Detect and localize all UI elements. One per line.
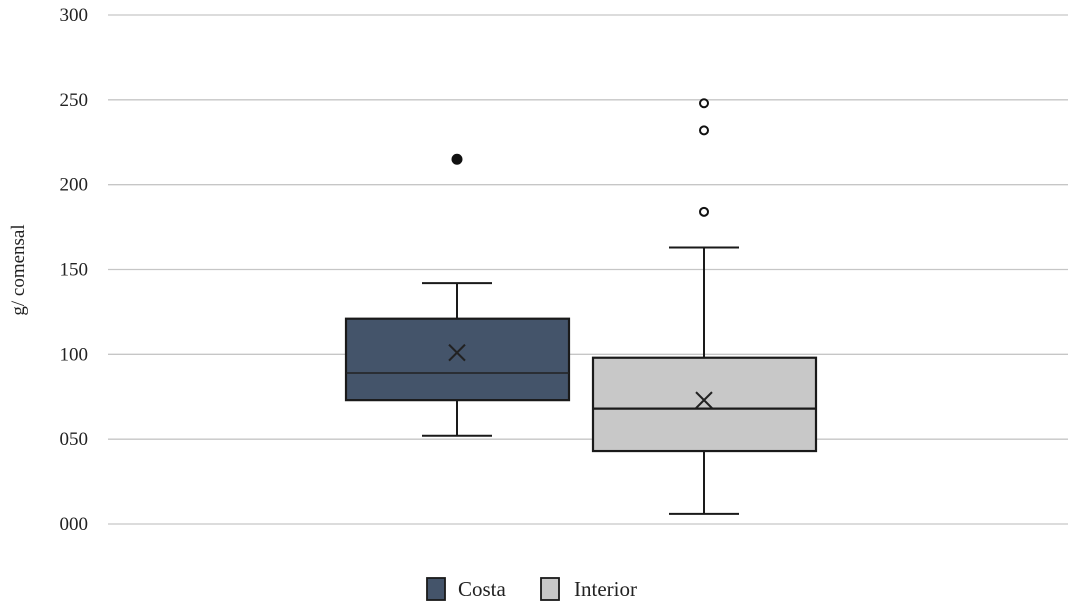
mean-marker — [695, 391, 713, 409]
iqr-box — [591, 356, 818, 453]
outlier-point — [451, 153, 463, 165]
legend: Costa Interior — [426, 577, 637, 601]
outlier-point — [699, 98, 709, 109]
box-interior — [591, 98, 818, 515]
y-tick-label: 050 — [60, 429, 89, 450]
y-axis-label: g/ comensal — [8, 224, 29, 315]
y-tick-label: 100 — [60, 344, 89, 365]
mean-marker — [448, 343, 466, 362]
gridlines — [108, 14, 1068, 525]
legend-swatch — [426, 577, 446, 601]
y-tick-label: 000 — [60, 514, 89, 535]
legend-item-interior: Interior — [540, 577, 637, 601]
legend-label: Costa — [458, 577, 507, 601]
legend-swatch — [540, 577, 560, 601]
box-costa — [344, 153, 571, 437]
y-tick-label: 250 — [60, 90, 89, 111]
legend-label: Interior — [574, 577, 637, 601]
y-tick-label: 150 — [60, 260, 89, 281]
iqr-box — [344, 317, 571, 402]
y-tick-label: 300 — [60, 5, 89, 26]
outlier-point — [699, 206, 709, 217]
box-series — [344, 98, 818, 515]
legend-item-costa: Costa — [426, 577, 507, 601]
outlier-point — [699, 125, 709, 136]
y-tick-labels: 000 050 100 150 200 250 300 — [60, 5, 89, 535]
y-tick-label: 200 — [60, 175, 89, 196]
